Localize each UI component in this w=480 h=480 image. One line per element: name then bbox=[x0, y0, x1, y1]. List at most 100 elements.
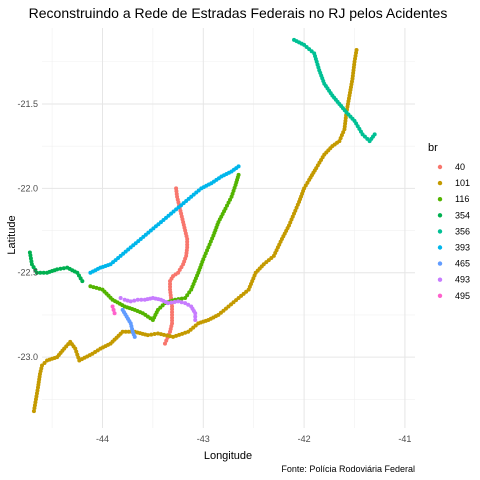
series-br-116 bbox=[88, 172, 241, 322]
x-tick-label: -42 bbox=[298, 434, 311, 444]
legend-key bbox=[437, 213, 443, 218]
data-point bbox=[31, 409, 36, 414]
data-point bbox=[179, 296, 184, 301]
legend-key bbox=[437, 229, 443, 234]
data-point bbox=[120, 329, 125, 334]
data-point bbox=[170, 307, 175, 312]
chart-title: Reconstruindo a Rede de Estradas Federai… bbox=[29, 5, 448, 21]
y-tick-label: -22.5 bbox=[17, 268, 38, 278]
data-point bbox=[236, 164, 241, 169]
y-axis-ticks: -21.5 -22.0 -22.5 -23.0 bbox=[17, 99, 38, 362]
data-point bbox=[33, 400, 38, 405]
data-point bbox=[132, 298, 137, 303]
data-point bbox=[372, 132, 377, 137]
data-point bbox=[168, 279, 173, 284]
data-point bbox=[122, 297, 127, 302]
data-point bbox=[186, 302, 191, 307]
data-point bbox=[125, 298, 130, 303]
data-point bbox=[223, 206, 228, 211]
data-point bbox=[169, 300, 174, 305]
data-point bbox=[170, 310, 175, 315]
data-point bbox=[34, 391, 39, 396]
data-point bbox=[91, 285, 96, 290]
data-point bbox=[168, 334, 173, 339]
data-point bbox=[111, 307, 116, 312]
data-point bbox=[135, 297, 140, 302]
data-point bbox=[55, 267, 60, 272]
data-point bbox=[179, 300, 184, 305]
y-tick-label: -23.0 bbox=[17, 352, 38, 362]
data-point bbox=[354, 47, 359, 52]
data-point bbox=[97, 286, 102, 291]
data-point bbox=[236, 172, 241, 177]
legend-label: 465 bbox=[455, 259, 470, 269]
data-point bbox=[177, 332, 182, 337]
data-point bbox=[126, 329, 131, 334]
legend-key bbox=[437, 180, 443, 186]
series-br-356 bbox=[292, 37, 377, 144]
x-axis-title: Longitude bbox=[204, 450, 252, 462]
data-point bbox=[193, 311, 198, 316]
y-tick-label: -22.0 bbox=[17, 183, 38, 193]
y-axis-title: Latitude bbox=[6, 215, 18, 254]
data-point bbox=[226, 200, 231, 205]
data-point bbox=[80, 279, 85, 284]
data-point bbox=[170, 315, 175, 320]
data-point bbox=[132, 334, 137, 339]
data-point bbox=[123, 329, 128, 334]
data-point bbox=[35, 388, 40, 393]
legend-label: 495 bbox=[455, 291, 470, 301]
data-point bbox=[34, 270, 39, 275]
data-point bbox=[183, 296, 188, 301]
data-point bbox=[28, 256, 33, 261]
data-point bbox=[183, 301, 188, 306]
series-br-101 bbox=[31, 47, 359, 414]
data-point bbox=[193, 317, 198, 322]
data-point bbox=[180, 331, 185, 336]
data-point bbox=[185, 293, 190, 298]
data-point bbox=[27, 250, 32, 255]
data-point bbox=[185, 239, 190, 244]
data-point bbox=[32, 406, 37, 411]
x-tick-label: -41 bbox=[398, 434, 411, 444]
legend-label: 356 bbox=[455, 226, 470, 236]
data-point bbox=[155, 331, 160, 336]
data-points bbox=[27, 37, 377, 414]
legend: br 40 101 116 354 356 393 465 493 495 bbox=[428, 142, 470, 301]
x-axis-ticks: -44 -43 -42 -41 bbox=[96, 434, 411, 444]
data-point bbox=[152, 332, 157, 337]
data-point bbox=[88, 284, 93, 289]
series-br-495 bbox=[110, 304, 117, 316]
legend-key bbox=[437, 261, 443, 266]
legend-title: br bbox=[428, 142, 438, 154]
data-point bbox=[170, 318, 175, 323]
data-point bbox=[353, 53, 358, 58]
legend-label: 101 bbox=[455, 178, 470, 188]
data-point bbox=[161, 332, 166, 337]
data-point bbox=[174, 333, 179, 338]
series-br-393 bbox=[88, 164, 241, 275]
series-br-493 bbox=[118, 296, 198, 322]
data-point bbox=[172, 299, 177, 304]
data-point bbox=[41, 270, 46, 275]
data-point bbox=[145, 333, 150, 338]
data-point bbox=[170, 312, 175, 317]
data-point bbox=[183, 330, 188, 335]
data-point bbox=[165, 333, 170, 338]
data-point bbox=[171, 334, 176, 339]
legend-key bbox=[437, 164, 443, 170]
data-point bbox=[38, 270, 43, 275]
data-point bbox=[42, 361, 47, 366]
legend-label: 493 bbox=[455, 275, 470, 285]
data-point bbox=[168, 284, 173, 289]
data-point bbox=[34, 394, 39, 399]
y-tick-label: -21.5 bbox=[17, 99, 38, 109]
data-point bbox=[112, 311, 117, 316]
data-point bbox=[58, 266, 63, 271]
grid bbox=[42, 28, 415, 428]
data-point bbox=[61, 266, 66, 271]
data-point bbox=[354, 50, 359, 55]
data-point bbox=[193, 314, 198, 319]
legend-key bbox=[437, 277, 443, 282]
